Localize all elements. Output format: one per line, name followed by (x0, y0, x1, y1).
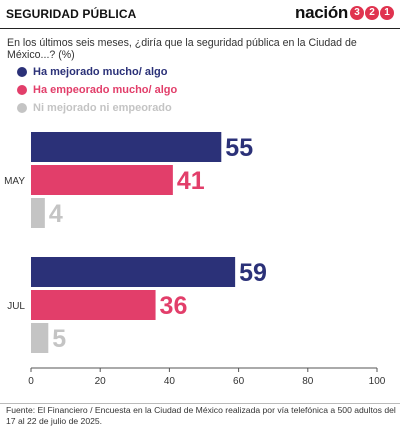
section-label: SEGURIDAD PÚBLICA (6, 7, 137, 21)
legend-item-improved: Ha mejorado mucho/ algo (17, 63, 177, 81)
data-label: 5 (52, 325, 66, 353)
x-tick-label: 0 (28, 376, 34, 387)
legend-label-worsened: Ha empeorado mucho/ algo (33, 84, 178, 96)
legend-item-neither: Ni mejorado ni empeorado (17, 99, 177, 117)
category-label: JUL (7, 301, 25, 312)
chart-question: En los últimos seis meses, ¿diría que la… (7, 37, 357, 61)
x-tick-label: 60 (233, 376, 245, 387)
footer-rule (0, 403, 400, 404)
brand-digits: 3 2 1 (349, 6, 394, 20)
bar (31, 198, 45, 228)
bar (31, 290, 156, 320)
legend-label-neither: Ni mejorado ni empeorado (33, 102, 172, 114)
legend-item-worsened: Ha empeorado mucho/ algo (17, 81, 177, 99)
bar (31, 165, 173, 195)
category-label: MAY (4, 176, 25, 187)
brand-word: nación (295, 3, 348, 22)
legend-swatch-worsened (17, 85, 27, 95)
data-label: 55 (225, 134, 253, 162)
legend-swatch-improved (17, 67, 27, 77)
brand-digit: 1 (380, 6, 394, 20)
x-tick-label: 80 (302, 376, 314, 387)
data-label: 36 (160, 292, 188, 320)
x-tick-label: 20 (95, 376, 107, 387)
data-label: 41 (177, 167, 205, 195)
bar-chart: MAY 55 41 4 JUL 59 36 5 0 20 40 60 80 100 (4, 132, 386, 387)
legend-swatch-neither (17, 103, 27, 113)
bar (31, 323, 49, 353)
legend-label-improved: Ha mejorado mucho/ algo (33, 66, 168, 78)
brand-digit: 2 (365, 6, 379, 20)
chart-legend: Ha mejorado mucho/ algo Ha empeorado muc… (17, 63, 177, 117)
header-rule (0, 28, 400, 29)
header-bar: SEGURIDAD PÚBLICA nación 3 2 1 (0, 0, 400, 29)
bar (31, 257, 236, 287)
brand-digit: 3 (350, 6, 364, 20)
source-note: Fuente: El Financiero / Encuesta en la C… (6, 405, 396, 426)
x-tick-label: 100 (369, 376, 386, 387)
x-tick-label: 40 (164, 376, 176, 387)
bar (31, 132, 222, 162)
brand-logo: nación 3 2 1 (295, 3, 394, 23)
data-label: 59 (239, 259, 267, 287)
data-label: 4 (49, 200, 63, 228)
